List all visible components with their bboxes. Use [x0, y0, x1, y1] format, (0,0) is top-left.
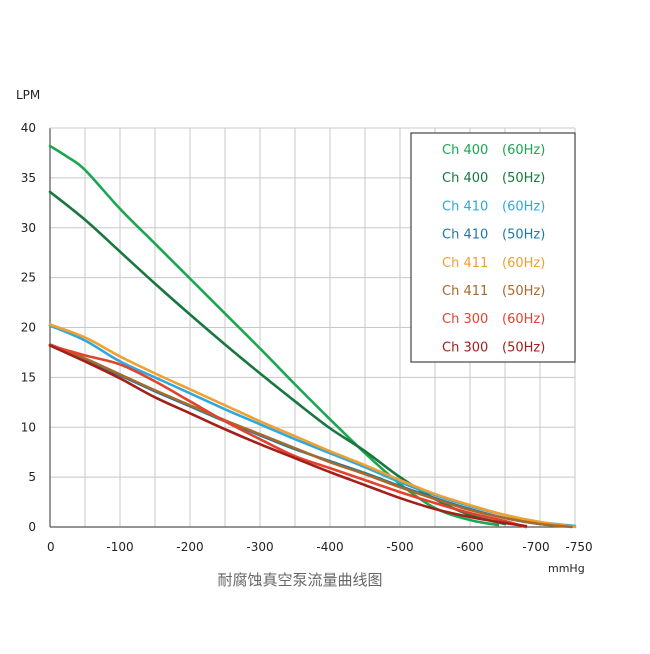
legend-entry-frequency: (60Hz)	[502, 143, 545, 158]
y-tick-label: 25	[21, 271, 36, 285]
x-tick-label: 0	[47, 540, 55, 554]
legend-entry-frequency: (60Hz)	[502, 312, 545, 327]
y-tick-label: 15	[21, 370, 36, 384]
series-line-ch411-60hz	[48, 323, 577, 529]
chart-title: 耐腐蚀真空泵流量曲线图	[217, 571, 382, 589]
y-tick-label: 30	[21, 221, 36, 235]
x-tick-label: -200	[176, 540, 203, 554]
x-tick-label: -400	[316, 540, 343, 554]
x-tick-label: -100	[106, 540, 133, 554]
y-tick-label: 40	[21, 121, 36, 135]
legend-entry-model: Ch 411	[442, 284, 488, 299]
legend-entry-frequency: (50Hz)	[502, 340, 545, 355]
series-line-ch300-50hz	[48, 344, 528, 528]
x-tick-label: -300	[246, 540, 273, 554]
legend-entry-model: Ch 300	[442, 312, 488, 327]
legend-entry-model: Ch 400	[442, 171, 488, 186]
x-tick-label: -600	[456, 540, 483, 554]
y-tick-label: 5	[28, 470, 36, 484]
legend-entry-frequency: (60Hz)	[502, 256, 545, 271]
legend-entry-model: Ch 411	[442, 256, 488, 271]
x-tick-label: -700	[522, 540, 549, 554]
legend-entry-frequency: (50Hz)	[502, 171, 545, 186]
legend-box	[410, 132, 576, 363]
series-line-ch400-60hz	[48, 144, 500, 527]
x-tick-label: -750	[565, 540, 592, 554]
series-line-ch410-50hz	[48, 344, 570, 528]
x-tick-label: -500	[386, 540, 413, 554]
series-line-ch300-60hz	[48, 344, 528, 529]
legend-entry-frequency: (50Hz)	[502, 284, 545, 299]
y-tick-label: 35	[21, 171, 36, 185]
series-line-ch411-50hz	[48, 343, 573, 529]
legend-entry-frequency: (60Hz)	[502, 199, 545, 214]
legend-entry-model: Ch 300	[442, 340, 488, 355]
y-tick-label: 20	[21, 321, 36, 335]
legend-entry-model: Ch 400	[442, 143, 488, 158]
legend-entry-model: Ch 410	[442, 228, 488, 243]
legend-entry-model: Ch 410	[442, 199, 488, 214]
legend-entry-frequency: (50Hz)	[502, 228, 545, 243]
y-tick-label: 0	[28, 520, 36, 534]
y-tick-label: 10	[21, 420, 36, 434]
legend: Ch 400 (60Hz) Ch 400 (50Hz) Ch 410 (60Hz) Ch 4…	[410, 132, 576, 363]
y-axis-label: LPM	[16, 88, 40, 102]
x-axis-label: mmHg	[548, 562, 585, 575]
series-lines	[48, 144, 577, 529]
